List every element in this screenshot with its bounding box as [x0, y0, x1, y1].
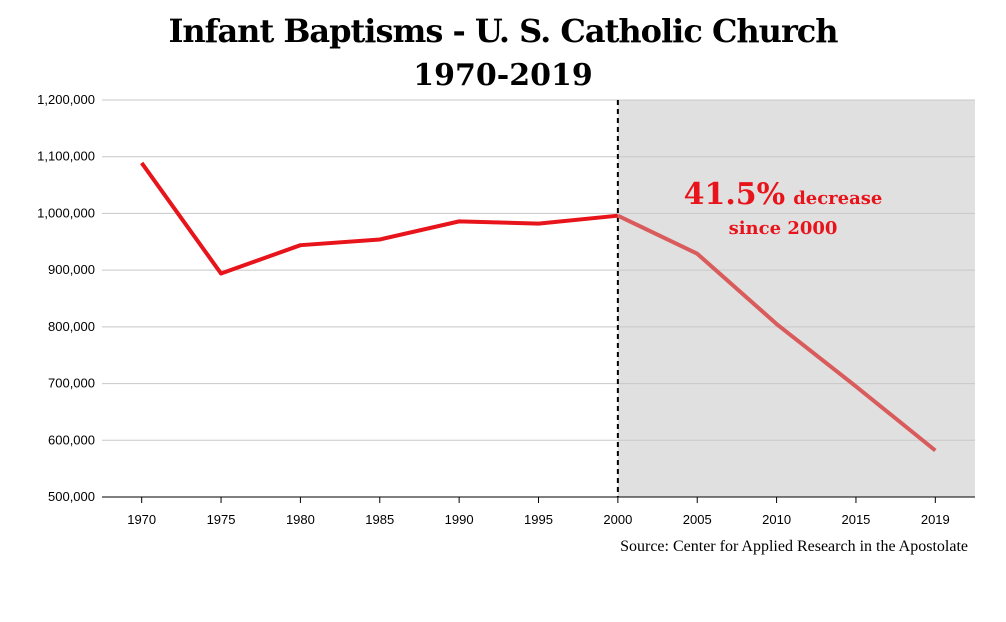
x-tick-label: 2005 [683, 512, 712, 527]
highlight-region-layer [617, 100, 975, 497]
annotation-text: 41.5% decrease [684, 177, 883, 212]
y-tick-label: 1,000,000 [37, 205, 95, 220]
source-note: Source: Center for Applied Research in t… [620, 538, 968, 555]
y-tick-label: 1,100,000 [37, 149, 95, 164]
annotation-decrease: decrease [793, 188, 882, 209]
x-tick-label: 1970 [127, 512, 156, 527]
x-tick-label: 1975 [207, 512, 236, 527]
y-tick-label: 700,000 [48, 376, 95, 391]
y-tick-label: 600,000 [48, 432, 95, 447]
x-tick-label: 2015 [841, 512, 870, 527]
chart-subtitle: 1970-2019 [413, 58, 593, 93]
y-tick-label: 1,200,000 [37, 92, 95, 107]
x-tick-label: 1980 [286, 512, 315, 527]
annotation-since: since 2000 [729, 218, 838, 239]
annotation-layer: 41.5% decrease since 2000 [684, 177, 883, 239]
x-tick-label: 1985 [365, 512, 394, 527]
y-tick-label: 900,000 [48, 262, 95, 277]
x-tick-label: 2010 [762, 512, 791, 527]
x-tick-label: 2019 [921, 512, 950, 527]
x-tick-label: 2000 [603, 512, 632, 527]
chart-title: Infant Baptisms - U. S. Catholic Church [168, 12, 838, 50]
x-tick-label: 1995 [524, 512, 553, 527]
series-line-after-2000 [616, 213, 937, 453]
highlight-region [617, 100, 975, 497]
y-tick-label: 500,000 [48, 489, 95, 504]
annotation-percent: 41.5% [684, 177, 786, 212]
axis-layer: 1,200,000 1,100,000 1,000,000 900,000 800,00… [37, 92, 950, 527]
series-line [140, 161, 619, 276]
x-tick-label: 1990 [445, 512, 474, 527]
series-layer [140, 161, 937, 453]
y-tick-label: 800,000 [48, 319, 95, 334]
